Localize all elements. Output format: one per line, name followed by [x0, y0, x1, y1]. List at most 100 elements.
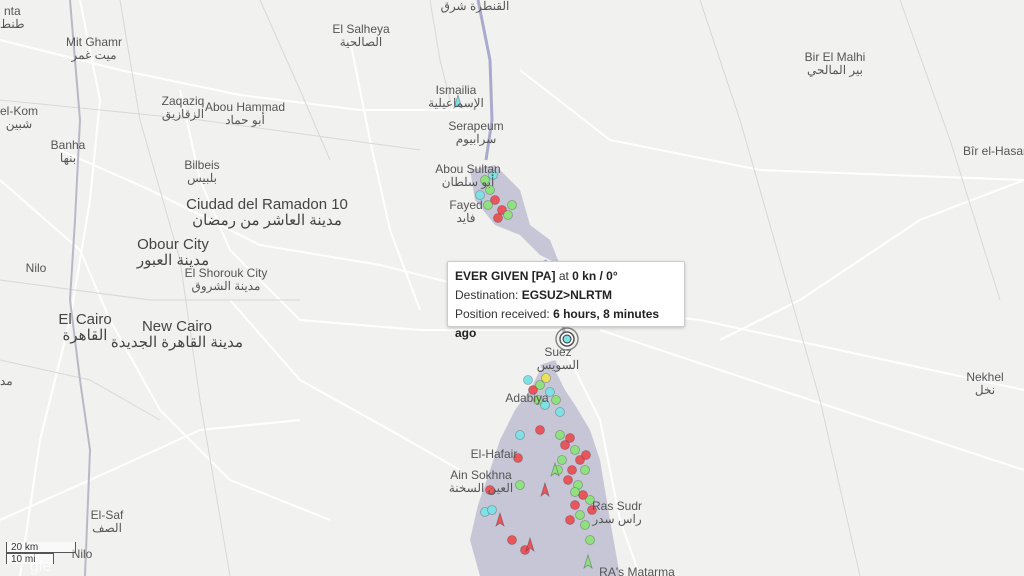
vessel-marker[interactable]: [507, 200, 517, 210]
vessel-marker[interactable]: [567, 465, 577, 475]
vessel-marker[interactable]: [540, 400, 550, 410]
vessel-marker[interactable]: [585, 495, 595, 505]
place-label-fayed: Fayed فايد: [449, 199, 482, 225]
destination-value: EGSUZ>NLRTM: [521, 288, 613, 302]
vessel-marker[interactable]: [497, 205, 507, 215]
vessel-marker[interactable]: [485, 485, 495, 495]
vessel-marker[interactable]: [523, 375, 533, 385]
place-label-ismailia: Ismailia الإسماعيلية: [428, 84, 484, 110]
vessel-marker[interactable]: [555, 430, 565, 440]
moving-vessel-icon[interactable]: [550, 461, 560, 478]
vessel-marker[interactable]: [513, 453, 523, 463]
vessel-marker[interactable]: [565, 515, 575, 525]
place-label-ain-sokhna: Ain Sokhna العين السخنة: [449, 469, 513, 495]
place-name-ar: مدينة القاهرة الجديدة: [110, 334, 244, 351]
vessel-marker[interactable]: [575, 455, 585, 465]
vessel-marker[interactable]: [503, 210, 513, 220]
moving-vessel-icon[interactable]: [583, 553, 593, 570]
moving-vessel-icon[interactable]: [525, 536, 535, 553]
suez-bay: [540, 360, 560, 375]
vessel-marker[interactable]: [488, 170, 498, 180]
place-label-new-cairo: New Cairo مدينة القاهرة الجديدة: [111, 319, 243, 351]
place-label-el-salheya: El Salheya الصالحية: [332, 23, 389, 49]
place-name-ar: فايد: [456, 211, 476, 225]
vessel-marker[interactable]: [535, 425, 545, 435]
popup-position-line: Position received: 6 hours, 8 minutes ag…: [455, 305, 677, 343]
vessel-name[interactable]: EVER GIVEN [PA]: [455, 269, 556, 283]
place-label-ras-sudr: Ras Sudr راس سدر: [592, 500, 642, 526]
vessel-marker[interactable]: [493, 213, 503, 223]
place-name-en: Serapeum: [448, 119, 504, 133]
place-label-qantara: القنطرة شرق: [441, 0, 510, 13]
vessel-marker[interactable]: [570, 487, 580, 497]
vessel-marker[interactable]: [515, 430, 525, 440]
vessel-marker[interactable]: [587, 505, 597, 515]
vessel-marker[interactable]: [487, 505, 497, 515]
vessel-marker[interactable]: [580, 520, 590, 530]
vessel-marker[interactable]: [483, 200, 493, 210]
place-name-ar: الصف: [92, 521, 122, 535]
place-label-obour: Obour City مدينة العبور: [137, 237, 209, 269]
vessel-marker[interactable]: [507, 535, 517, 545]
vessel-marker[interactable]: [515, 480, 525, 490]
place-name-ar: مدينة العبور: [136, 252, 210, 269]
vessel-marker[interactable]: [545, 387, 555, 397]
place-name-en: Obour City: [137, 236, 209, 253]
vessel-marker[interactable]: [485, 185, 495, 195]
map-watermark: gle: [30, 558, 52, 575]
place-name-ar: العين السخنة: [448, 481, 514, 495]
place-name-en: Bir El Malhi: [804, 50, 866, 64]
vessel-marker[interactable]: [528, 385, 538, 395]
vessel-marker[interactable]: [533, 395, 543, 405]
moving-vessel-icon[interactable]: [540, 481, 550, 498]
place-name-ar: بنها: [59, 151, 77, 165]
vessel-marker[interactable]: [560, 440, 570, 450]
place-name-ar: ميت غمر: [71, 48, 117, 62]
place-name-en: El Shorouk City: [184, 266, 268, 280]
place-name-ar: سرابيوم: [455, 132, 497, 146]
vessel-marker[interactable]: [475, 190, 485, 200]
place-name-en: Ismailia: [435, 83, 477, 97]
vessel-popup[interactable]: EVER GIVEN [PA] at 0 kn / 0° Destination…: [447, 261, 685, 340]
vessel-marker[interactable]: [551, 395, 561, 405]
vessel-marker[interactable]: [578, 490, 588, 500]
vessel-marker[interactable]: [575, 510, 585, 520]
vessel-marker[interactable]: [555, 407, 565, 417]
vessel-marker[interactable]: [585, 535, 595, 545]
moving-vessel-icon[interactable]: [495, 511, 505, 528]
place-name-en: Abou Hammad: [204, 100, 286, 114]
place-name-ar: نخل: [974, 383, 996, 397]
place-name-en: Banha: [50, 138, 86, 152]
place-name-ar: مد: [0, 374, 13, 388]
vessel-marker[interactable]: [535, 380, 545, 390]
destination-label: Destination:: [455, 288, 519, 302]
vessel-marker[interactable]: [557, 455, 567, 465]
vessel-marker[interactable]: [570, 500, 580, 510]
place-label-ramadon: Ciudad del Ramadon 10 مدينة العاشر من رمض…: [186, 197, 348, 229]
at-word: at: [558, 269, 569, 283]
place-name-en: Zaqaziq: [161, 94, 205, 108]
vessel-marker[interactable]: [563, 475, 573, 485]
vessel-marker[interactable]: [541, 373, 551, 383]
selected-vessel-target-icon[interactable]: [555, 327, 579, 351]
vessel-marker[interactable]: [570, 445, 580, 455]
vessel-marker[interactable]: [580, 465, 590, 475]
vessel-marker[interactable]: [480, 175, 490, 185]
place-name-ar: بير المالحي: [807, 63, 863, 77]
place-label-banha: Banha بنها: [51, 139, 86, 165]
position-label: Position received:: [455, 307, 550, 321]
speed-course: 0 kn / 0°: [572, 269, 618, 283]
moving-vessel-icon[interactable]: [453, 93, 463, 110]
place-name-en: nta: [3, 4, 21, 18]
vessel-marker[interactable]: [565, 433, 575, 443]
place-label-el-shorouk: El Shorouk City مدينة الشروق: [185, 267, 268, 293]
place-label-abou-sultan: Abou Sultan أبو سلطان: [435, 163, 500, 189]
place-name-en: Suez: [544, 345, 572, 359]
place-name-ar: مدينة الشروق: [191, 279, 261, 293]
vessel-marker[interactable]: [581, 450, 591, 460]
place-name-en: Nekhel: [966, 370, 1004, 384]
vessel-marker[interactable]: [490, 195, 500, 205]
